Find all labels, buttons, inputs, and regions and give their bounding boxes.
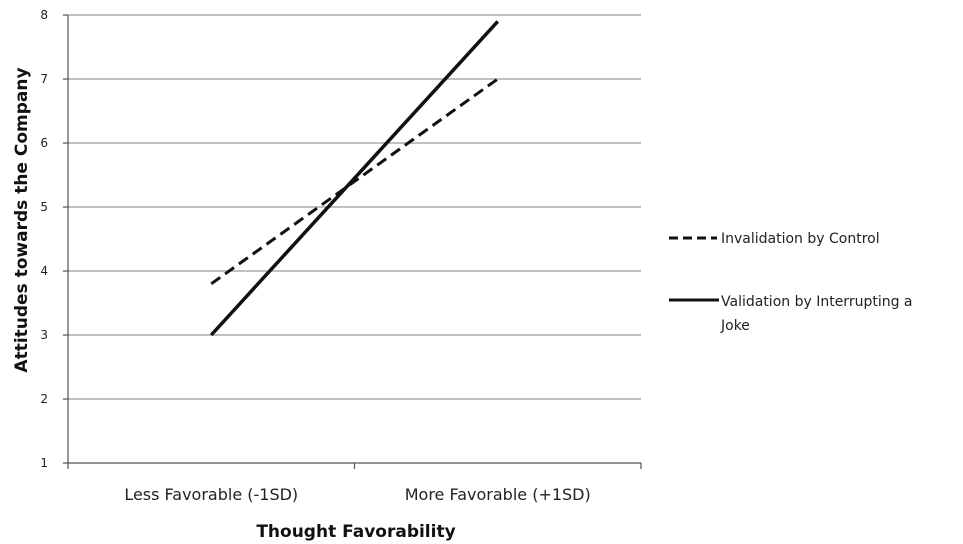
legend-label-validation-line-2: Joke xyxy=(720,318,750,334)
y-axis-title: Attitudes towards the Company xyxy=(12,67,32,372)
y-tick-label-8: 8 xyxy=(40,8,48,22)
series-line-validation-by-interrupting-a-joke xyxy=(209,20,500,337)
legend-label-validation-line-1: Validation by Interrupting a xyxy=(721,294,913,310)
y-tick-label-5: 5 xyxy=(40,200,48,214)
x-axis-title: Thought Favorability xyxy=(256,522,455,542)
gridlines xyxy=(68,14,641,400)
series-lines xyxy=(209,20,500,337)
y-tick-label-1: 1 xyxy=(40,456,48,470)
series-line-invalidation-by-control xyxy=(210,77,499,286)
y-tick-label-3: 3 xyxy=(40,328,48,342)
y-tick-labels: 1 2 3 4 5 6 7 8 xyxy=(40,8,48,470)
y-tick-label-6: 6 xyxy=(40,136,48,150)
y-tick-label-4: 4 xyxy=(40,264,48,278)
x-category-labels: Less Favorable (-1SD) More Favorable (+1S… xyxy=(124,485,590,504)
legend: Invalidation by Control Validation by In… xyxy=(669,231,913,334)
x-category-label-0: Less Favorable (-1SD) xyxy=(124,485,298,504)
y-tick-label-7: 7 xyxy=(40,72,48,86)
x-category-label-1: More Favorable (+1SD) xyxy=(405,485,591,504)
y-tick-label-2: 2 xyxy=(40,392,48,406)
axes xyxy=(63,14,642,469)
legend-label-invalidation-by-control: Invalidation by Control xyxy=(721,231,880,247)
